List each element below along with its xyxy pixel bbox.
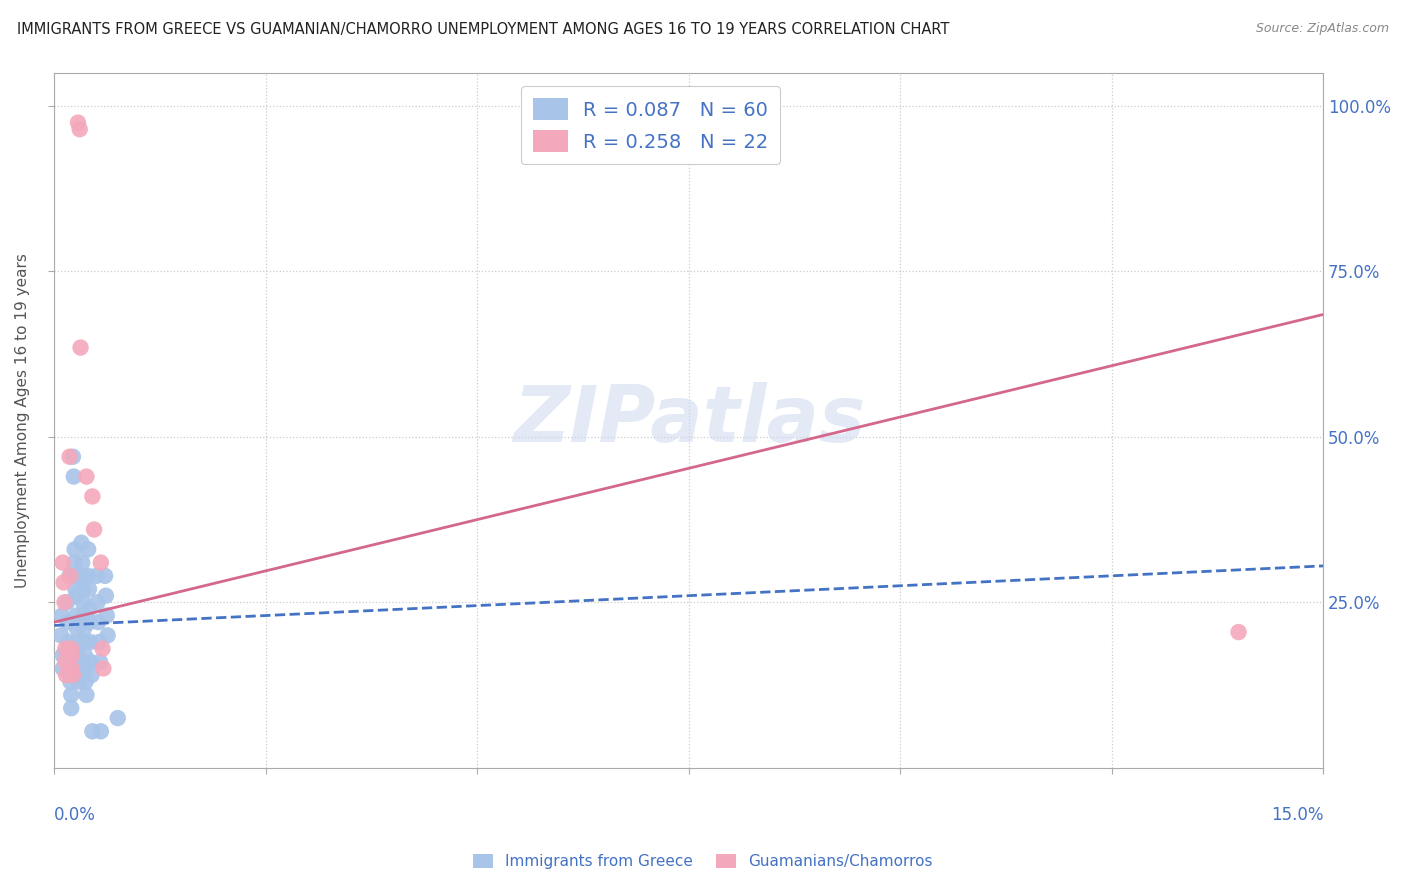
Point [70,556,93,570]
Point [62,469,84,483]
Point [75,674,97,689]
Point [52,556,75,570]
Point [89,635,111,649]
Point [58,661,80,675]
Point [79,615,101,629]
Point [69,674,91,689]
Point [90,556,112,570]
Point [82,490,104,504]
Point [77,602,100,616]
Point [56,595,79,609]
Point [79,635,101,649]
Point [87,615,110,629]
Point [73,622,96,636]
Point [86,595,108,609]
Point [60,688,83,702]
Point [60,648,83,663]
Point [66,661,89,675]
Point [94,569,117,583]
Point [60,641,83,656]
Point [73,608,96,623]
Point [70,535,93,549]
Legend: Immigrants from Greece, Guamanians/Chamorros: Immigrants from Greece, Guamanians/Chamo… [467,848,939,875]
Point [83,523,105,537]
Point [75,661,97,675]
Point [66,635,89,649]
Text: 0.0%: 0.0% [55,805,96,824]
Point [107,711,129,725]
Point [77,582,100,596]
Point [53,641,76,656]
Text: 15.0%: 15.0% [1271,805,1323,824]
Text: Source: ZipAtlas.com: Source: ZipAtlas.com [1256,22,1389,36]
Point [52,648,75,663]
Point [66,648,89,663]
Point [59,668,82,682]
Point [58,635,80,649]
Point [94,589,117,603]
Point [63,556,86,570]
Point [86,569,108,583]
Point [62,668,84,682]
Point [77,569,100,583]
Point [49,628,72,642]
Point [56,615,79,629]
Point [91,641,114,656]
Point [73,648,96,663]
Point [73,635,96,649]
Point [75,469,97,483]
Point [66,622,89,636]
Point [65,582,87,596]
Point [67,668,90,682]
Point [60,701,83,715]
Point [53,595,76,609]
Point [82,724,104,739]
Legend: R = 0.087   N = 60, R = 0.258   N = 22: R = 0.087 N = 60, R = 0.258 N = 22 [522,87,780,164]
Point [90,724,112,739]
Point [75,688,97,702]
Point [52,575,75,590]
Point [79,655,101,669]
Point [53,655,76,669]
Point [72,582,94,596]
Point [97,628,120,642]
Point [52,661,75,675]
Point [77,542,100,557]
Point [59,674,82,689]
Point [70,569,93,583]
Point [93,661,115,675]
Point [69,122,91,136]
Point [80,668,103,682]
Point [89,655,111,669]
Point [51,608,73,623]
Point [58,569,80,583]
Point [65,569,87,583]
Point [65,589,87,603]
Point [59,569,82,583]
Point [62,450,84,464]
Point [72,595,94,609]
Text: IMMIGRANTS FROM GREECE VS GUAMANIAN/CHAMORRO UNEMPLOYMENT AMONG AGES 16 TO 19 YE: IMMIGRANTS FROM GREECE VS GUAMANIAN/CHAM… [17,22,949,37]
Point [69,341,91,355]
Point [55,668,77,682]
Y-axis label: Unemployment Among Ages 16 to 19 years: Unemployment Among Ages 16 to 19 years [15,253,30,588]
Point [1227,625,1250,640]
Point [65,608,87,623]
Point [58,450,80,464]
Point [59,648,82,663]
Point [66,115,89,129]
Text: ZIPatlas: ZIPatlas [513,383,865,458]
Point [60,661,83,675]
Point [96,608,118,623]
Point [63,542,86,557]
